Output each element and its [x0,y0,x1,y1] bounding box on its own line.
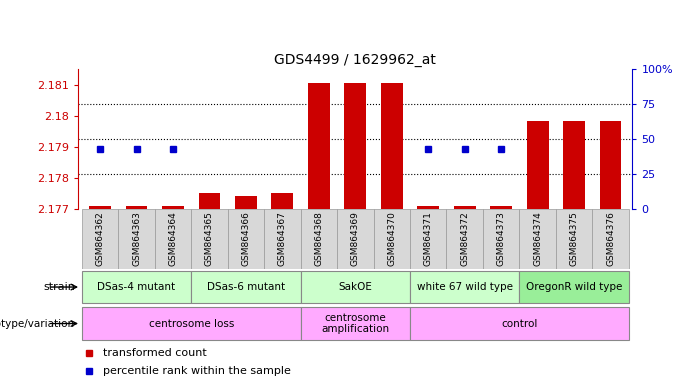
Text: GSM864370: GSM864370 [388,211,396,266]
Text: genotype/variation: genotype/variation [0,318,75,329]
Text: control: control [501,318,538,329]
Bar [490,206,512,209]
Text: transformed count: transformed count [103,348,207,358]
Bar [82,209,118,269]
Text: GSM864374: GSM864374 [533,211,542,266]
Bar [264,209,301,269]
Text: GSM864363: GSM864363 [132,211,141,266]
Bar [191,271,301,303]
Text: DSas-4 mutant: DSas-4 mutant [97,282,175,292]
Bar [337,209,373,269]
Bar [199,193,220,209]
Bar [191,209,228,269]
Bar [301,271,410,303]
Bar [82,307,301,340]
Bar [308,83,330,209]
Bar [520,271,629,303]
Text: GSM864371: GSM864371 [424,211,432,266]
Bar [271,193,293,209]
Text: white 67 wild type: white 67 wild type [417,282,513,292]
Bar [373,209,410,269]
Text: centrosome
amplification: centrosome amplification [321,313,390,334]
Bar [155,209,191,269]
Bar [410,307,629,340]
Bar [162,206,184,209]
Bar [344,83,367,209]
Bar [235,196,257,209]
Text: centrosome loss: centrosome loss [148,318,234,329]
Text: GSM864375: GSM864375 [570,211,579,266]
Bar [447,209,483,269]
Text: strain: strain [43,282,75,292]
Bar [410,209,447,269]
Bar [556,209,592,269]
Text: percentile rank within the sample: percentile rank within the sample [103,366,291,376]
Bar [381,83,403,209]
Text: GSM864369: GSM864369 [351,211,360,266]
Text: GSM864367: GSM864367 [278,211,287,266]
Text: OregonR wild type: OregonR wild type [526,282,622,292]
Text: GSM864364: GSM864364 [169,211,177,266]
Bar [592,209,629,269]
Bar [118,209,155,269]
Text: GSM864362: GSM864362 [96,211,105,266]
Title: GDS4499 / 1629962_at: GDS4499 / 1629962_at [274,53,437,67]
Bar [563,121,585,209]
Bar [520,209,556,269]
Text: DSas-6 mutant: DSas-6 mutant [207,282,285,292]
Bar [301,307,410,340]
Bar [454,206,475,209]
Text: GSM864376: GSM864376 [606,211,615,266]
Bar [410,271,520,303]
Text: GSM864373: GSM864373 [496,211,506,266]
Text: SakOE: SakOE [339,282,372,292]
Bar [82,271,191,303]
Bar [483,209,520,269]
Text: GSM864366: GSM864366 [241,211,250,266]
Text: GSM864365: GSM864365 [205,211,214,266]
Bar [301,209,337,269]
Bar [527,121,549,209]
Text: GSM864368: GSM864368 [314,211,323,266]
Bar [126,206,148,209]
Text: GSM864372: GSM864372 [460,211,469,266]
Bar [89,206,111,209]
Bar [228,209,264,269]
Bar [600,121,622,209]
Bar [418,206,439,209]
